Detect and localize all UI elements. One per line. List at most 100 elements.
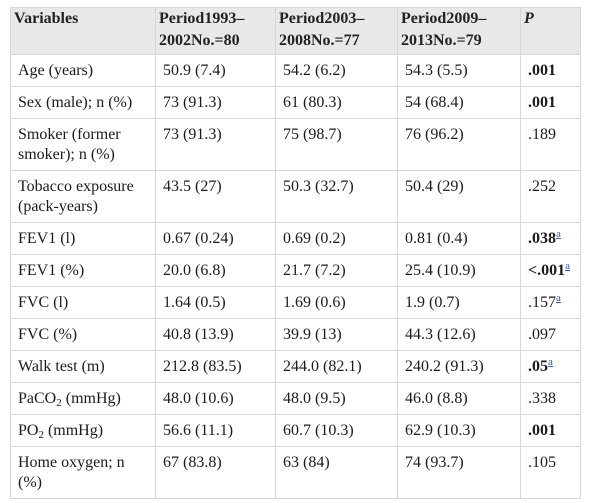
table-row: PO2 (mmHg) 56.6 (11.1) 60.7 (10.3) 62.9 … (10, 414, 581, 447)
table-row: FEV1 (%) 20.0 (6.8) 21.7 (7.2) 25.4 (10.… (10, 254, 581, 287)
period-2009-2013-value: 54 (68.4) (397, 86, 521, 119)
period-2009-2013-value: 1.9 (0.7) (397, 286, 521, 319)
header-period-2003-2008-line2: 2008No.=77 (279, 32, 360, 49)
table-row: Sex (male); n (%) 73 (91.3) 61 (80.3) 54… (10, 86, 581, 119)
period-2009-2013-value: 54.3 (5.5) (397, 54, 521, 87)
period-2009-2013-value: 74 (93.7) (397, 446, 521, 499)
period-2003-2008-value: 61 (80.3) (275, 86, 398, 119)
p-value-text: .097 (528, 326, 556, 343)
variable-label: Tobacco exposure (pack-years) (10, 170, 156, 223)
period-2003-2008-value: 63 (84) (275, 446, 398, 499)
variable-label: FVC (%) (10, 318, 156, 351)
period-2003-2008-value: 1.69 (0.6) (275, 286, 398, 319)
period-1993-2002-value: 48.0 (10.6) (155, 382, 276, 415)
header-period-2003-2008-line1: Period2003– (279, 10, 365, 27)
variable-label: PO2 (mmHg) (10, 414, 156, 447)
variable-label: PaCO2 (mmHg) (10, 382, 156, 415)
p-value-text: .001 (528, 422, 556, 439)
header-period-2009-2013-line2: 2013No.=79 (401, 32, 482, 49)
footnote-marker: a (556, 228, 561, 240)
table-row: PaCO2 (mmHg) 48.0 (10.6) 48.0 (9.5) 46.0… (10, 382, 581, 415)
footnote-link[interactable]: a (548, 356, 553, 368)
p-value-text: .001 (528, 94, 556, 111)
data-table: Variables Period1993– 2002No.=80 Period2… (10, 7, 581, 499)
p-value: .038a (520, 222, 581, 255)
period-1993-2002-value: 50.9 (7.4) (155, 54, 276, 87)
variable-label-subscript: 2 (56, 397, 62, 409)
period-2009-2013-value: 76 (96.2) (397, 118, 521, 171)
p-value-text: .001 (528, 62, 556, 79)
footnote-link[interactable]: a (565, 260, 571, 272)
variable-label: Walk test (m) (10, 350, 156, 383)
footnote-link[interactable]: a (556, 228, 561, 240)
variable-label: FEV1 (l) (10, 222, 156, 255)
variable-label: Age (years) (10, 54, 156, 87)
period-1993-2002-value: 1.64 (0.5) (155, 286, 276, 319)
p-value: .001 (520, 414, 581, 447)
table-row: FEV1 (l) 0.67 (0.24) 0.69 (0.2) 0.81 (0.… (10, 222, 581, 255)
variable-label-text: PO (18, 422, 39, 439)
p-value-text: <.001 (528, 262, 566, 279)
header-period-1993-2002-line2: 2002No.=80 (159, 32, 240, 49)
variable-label: Sex (male); n (%) (10, 86, 156, 119)
period-1993-2002-value: 212.8 (83.5) (155, 350, 276, 383)
variable-label-unit: (mmHg) (43, 422, 104, 439)
p-value-text: .252 (528, 178, 556, 195)
period-2009-2013-value: 44.3 (12.6) (397, 318, 521, 351)
period-2009-2013-value: 0.81 (0.4) (397, 222, 521, 255)
p-value: .252 (520, 170, 581, 223)
p-value: .05a (520, 350, 581, 383)
header-period-1993-2002: Period1993– 2002No.=80 (155, 7, 276, 55)
header-variables: Variables (10, 7, 156, 55)
footnote-link[interactable]: a (556, 292, 561, 304)
period-2009-2013-value: 25.4 (10.9) (397, 254, 521, 287)
p-value: .157a (520, 286, 581, 319)
table-row: Tobacco exposure (pack-years) 43.5 (27) … (10, 170, 581, 223)
table-row: FVC (%) 40.8 (13.9) 39.9 (13) 44.3 (12.6… (10, 318, 581, 351)
p-value: .097 (520, 318, 581, 351)
p-value: .338 (520, 382, 581, 415)
p-value: .105 (520, 446, 581, 499)
period-2009-2013-value: 240.2 (91.3) (397, 350, 521, 383)
variable-label: Smoker (former smoker); n (%) (10, 118, 156, 171)
period-2003-2008-value: 48.0 (9.5) (275, 382, 398, 415)
table-header-row: Variables Period1993– 2002No.=80 Period2… (10, 7, 581, 55)
p-value-text: .05 (528, 358, 548, 375)
p-value-text: .038 (528, 230, 556, 247)
period-2009-2013-value: 50.4 (29) (397, 170, 521, 223)
header-period-2009-2013-line1: Period2009– (401, 10, 487, 27)
period-2003-2008-value: 50.3 (32.7) (275, 170, 398, 223)
variable-label-unit: (mmHg) (61, 390, 121, 407)
variable-label: Home oxygen; n (%) (10, 446, 156, 499)
table-row: Walk test (m) 212.8 (83.5) 244.0 (82.1) … (10, 350, 581, 383)
period-1993-2002-value: 73 (91.3) (155, 86, 276, 119)
period-2003-2008-value: 60.7 (10.3) (275, 414, 398, 447)
variable-label-subscript: 2 (38, 429, 44, 441)
footnote-marker: a (556, 292, 561, 304)
variable-label: FVC (l) (10, 286, 156, 319)
table-row: Home oxygen; n (%) 67 (83.8) 63 (84) 74 … (10, 446, 581, 499)
period-2003-2008-value: 21.7 (7.2) (275, 254, 398, 287)
header-period-1993-2002-line1: Period1993– (159, 10, 245, 27)
header-p-value: P (520, 7, 581, 55)
footnote-marker: a (548, 356, 553, 368)
header-period-2003-2008: Period2003– 2008No.=77 (275, 7, 398, 55)
period-2009-2013-value: 62.9 (10.3) (397, 414, 521, 447)
period-1993-2002-value: 20.0 (6.8) (155, 254, 276, 287)
p-value: .001 (520, 54, 581, 87)
footnote-marker: a (565, 260, 570, 272)
p-value: <.001a (520, 254, 581, 287)
period-2003-2008-value: 75 (98.7) (275, 118, 398, 171)
period-1993-2002-value: 56.6 (11.1) (155, 414, 276, 447)
period-1993-2002-value: 0.67 (0.24) (155, 222, 276, 255)
period-1993-2002-value: 40.8 (13.9) (155, 318, 276, 351)
p-value-text: .157 (528, 294, 556, 311)
period-1993-2002-value: 73 (91.3) (155, 118, 276, 171)
period-2003-2008-value: 0.69 (0.2) (275, 222, 398, 255)
variable-label: FEV1 (%) (10, 254, 156, 287)
period-2003-2008-value: 39.9 (13) (275, 318, 398, 351)
p-value-text: .338 (528, 390, 556, 407)
period-1993-2002-value: 43.5 (27) (155, 170, 276, 223)
period-2003-2008-value: 54.2 (6.2) (275, 54, 398, 87)
p-value-text: .189 (528, 126, 556, 143)
